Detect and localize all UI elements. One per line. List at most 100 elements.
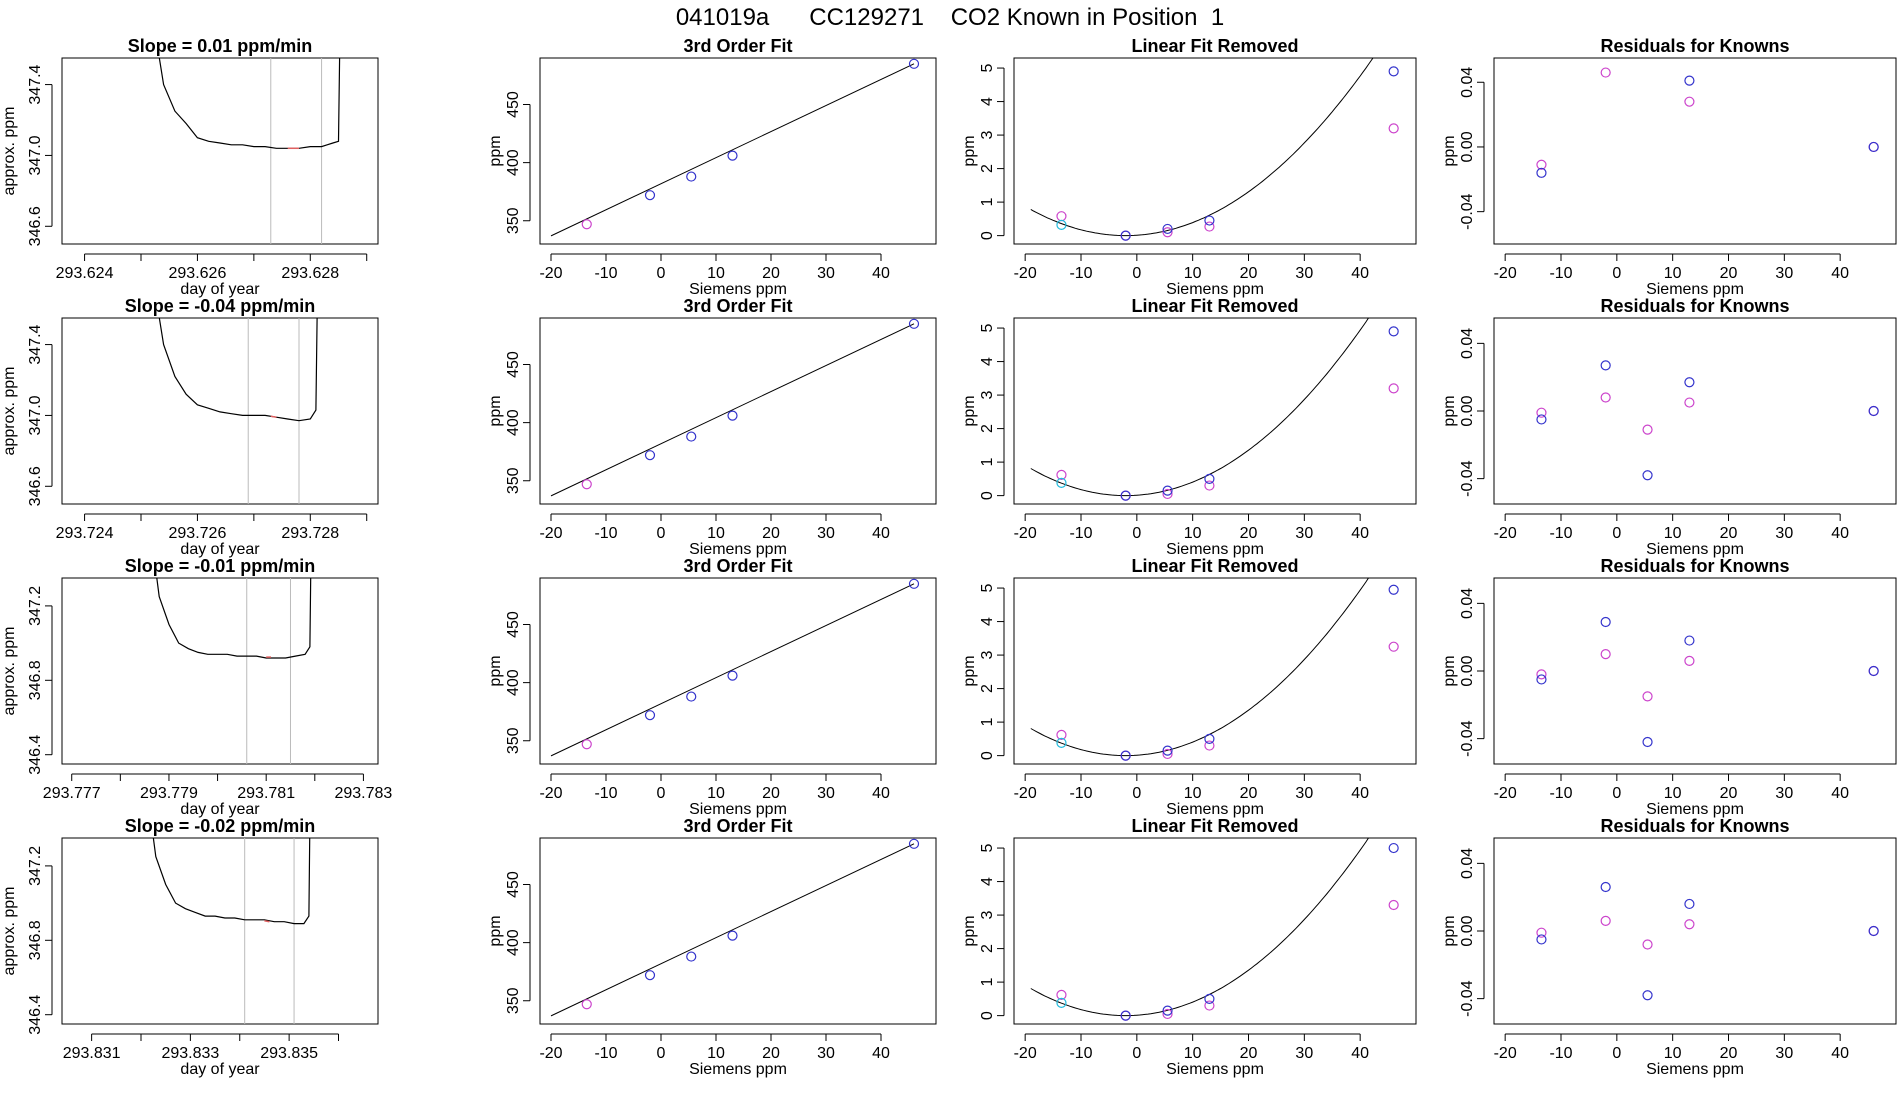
x-tick-label: 30 bbox=[817, 265, 835, 282]
point-magenta bbox=[1642, 939, 1653, 950]
y-axis-label: approx. ppm bbox=[1, 367, 18, 456]
x-tick-label: 293.624 bbox=[56, 265, 114, 282]
panel-title: Residuals for Knowns bbox=[1600, 816, 1789, 836]
y-tick-label: 346.8 bbox=[27, 920, 44, 960]
point-magenta bbox=[1600, 392, 1611, 403]
x-tick-label: -10 bbox=[1549, 265, 1572, 282]
highlight-segment bbox=[270, 415, 277, 418]
x-tick-label: -20 bbox=[539, 525, 562, 542]
panel-r3-c1: Slope = -0.01 ppm/min 293.777 293.779 293.7… bbox=[1, 556, 392, 818]
plot-box bbox=[61, 837, 379, 1025]
y-tick-label: 347.2 bbox=[27, 586, 44, 626]
x-tick-label: -20 bbox=[1014, 785, 1037, 802]
point-blue bbox=[686, 171, 697, 182]
data-layer bbox=[1030, 318, 1399, 501]
y-tick-label: 350 bbox=[505, 467, 522, 494]
x-tick-label: 0 bbox=[657, 785, 666, 802]
y-tick-label: -0.04 bbox=[1459, 720, 1476, 757]
point-cyan bbox=[1056, 997, 1067, 1008]
panel-title: Slope = -0.02 ppm/min bbox=[125, 816, 316, 836]
point-magenta bbox=[1684, 919, 1695, 930]
series-line bbox=[158, 58, 341, 149]
y-tick-label: 0.00 bbox=[1459, 655, 1476, 686]
x-tick-label: -20 bbox=[1014, 265, 1037, 282]
y-tick-label: 346.4 bbox=[27, 995, 44, 1035]
series-line bbox=[156, 578, 312, 659]
y-tick-label: 4 bbox=[979, 877, 996, 886]
y-tick-label: 347.0 bbox=[27, 395, 44, 435]
point-magenta bbox=[1388, 641, 1399, 652]
x-tick-label: 10 bbox=[707, 265, 725, 282]
point-blue bbox=[1868, 925, 1879, 937]
fit-curve bbox=[1030, 318, 1370, 497]
point-magenta bbox=[1536, 159, 1547, 170]
panel-title: 3rd Order Fit bbox=[683, 816, 792, 836]
x-tick-label: 40 bbox=[1831, 785, 1849, 802]
point-blue bbox=[1388, 326, 1399, 337]
panel-r1-c2: 3rd Order Fit -20 -10 0 10 20 30 40 Siemens ppm 3… bbox=[487, 36, 937, 298]
x-tick-label: 10 bbox=[1184, 1045, 1202, 1062]
y-tick-label: 450 bbox=[505, 871, 522, 898]
y-axis-label: ppm bbox=[487, 135, 504, 166]
panel-r4-c1: Slope = -0.02 ppm/min 293.831 293.833 293.8… bbox=[1, 816, 379, 1078]
data-layer bbox=[158, 318, 318, 504]
data-layer bbox=[1536, 616, 1879, 748]
x-tick-label: 0 bbox=[1612, 265, 1621, 282]
x-axis-label: Siemens ppm bbox=[689, 801, 787, 818]
y-tick-label: 2 bbox=[979, 164, 996, 173]
x-tick-label: 30 bbox=[1295, 525, 1313, 542]
point-blue bbox=[908, 578, 920, 589]
point-magenta bbox=[1388, 899, 1399, 911]
point-blue bbox=[1388, 584, 1399, 595]
y-tick-label: 0 bbox=[979, 751, 996, 760]
point-blue bbox=[1868, 665, 1879, 677]
point-blue bbox=[1642, 990, 1653, 1001]
point-blue bbox=[644, 190, 656, 201]
x-tick-label: 10 bbox=[707, 1045, 725, 1062]
x-tick-label: 0 bbox=[657, 525, 666, 542]
x-axis-label: Siemens ppm bbox=[1166, 541, 1264, 558]
y-axis-label: ppm bbox=[1441, 915, 1458, 946]
x-tick-label: -10 bbox=[1549, 1045, 1572, 1062]
point-magenta bbox=[1162, 748, 1173, 760]
point-blue bbox=[1120, 1010, 1131, 1021]
point-blue bbox=[1536, 934, 1547, 945]
x-tick-label: 40 bbox=[1351, 265, 1369, 282]
x-tick-label: 20 bbox=[1720, 785, 1738, 802]
x-tick-label: 10 bbox=[1184, 265, 1202, 282]
point-blue bbox=[1388, 842, 1399, 854]
x-tick-label: 10 bbox=[1184, 525, 1202, 542]
y-axis-label: ppm bbox=[487, 655, 504, 686]
point-magenta bbox=[1536, 669, 1547, 680]
x-tick-label: 20 bbox=[1240, 265, 1258, 282]
point-blue bbox=[1868, 405, 1879, 417]
point-blue bbox=[908, 318, 920, 329]
x-tick-label: -20 bbox=[1014, 525, 1037, 542]
plot-box bbox=[1013, 317, 1417, 505]
data-layer bbox=[550, 578, 920, 757]
y-axis-label: ppm bbox=[961, 915, 978, 946]
x-axis-label: day of year bbox=[180, 801, 260, 818]
panel-r1-c1: Slope = 0.01 ppm/min 293.624 293.626 293.62… bbox=[1, 36, 379, 298]
y-tick-label: 350 bbox=[505, 207, 522, 234]
fit-curve bbox=[1030, 578, 1370, 757]
x-axis-label: Siemens ppm bbox=[689, 541, 787, 558]
y-tick-label: 1 bbox=[979, 198, 996, 207]
y-tick-label: 4 bbox=[979, 357, 996, 366]
x-tick-label: 0 bbox=[1612, 785, 1621, 802]
point-blue bbox=[1120, 750, 1131, 761]
data-layer bbox=[158, 58, 341, 244]
point-blue bbox=[644, 970, 656, 981]
panel-title: Residuals for Knowns bbox=[1600, 36, 1789, 56]
y-tick-label: -0.04 bbox=[1459, 460, 1476, 497]
panel-r2-c4: Residuals for Knowns -20 -10 0 10 20 30 40 Sieme… bbox=[1441, 296, 1897, 558]
point-blue bbox=[686, 951, 697, 962]
panel-r4-c3: Linear Fit Removed-20 -10 0 10 20 30 40Siemens… bbox=[961, 816, 1417, 1078]
y-tick-label: 0 bbox=[979, 231, 996, 240]
point-magenta bbox=[1204, 221, 1215, 232]
point-blue bbox=[1600, 616, 1611, 628]
plot-box bbox=[1013, 837, 1417, 1025]
x-tick-label: 30 bbox=[1775, 265, 1793, 282]
